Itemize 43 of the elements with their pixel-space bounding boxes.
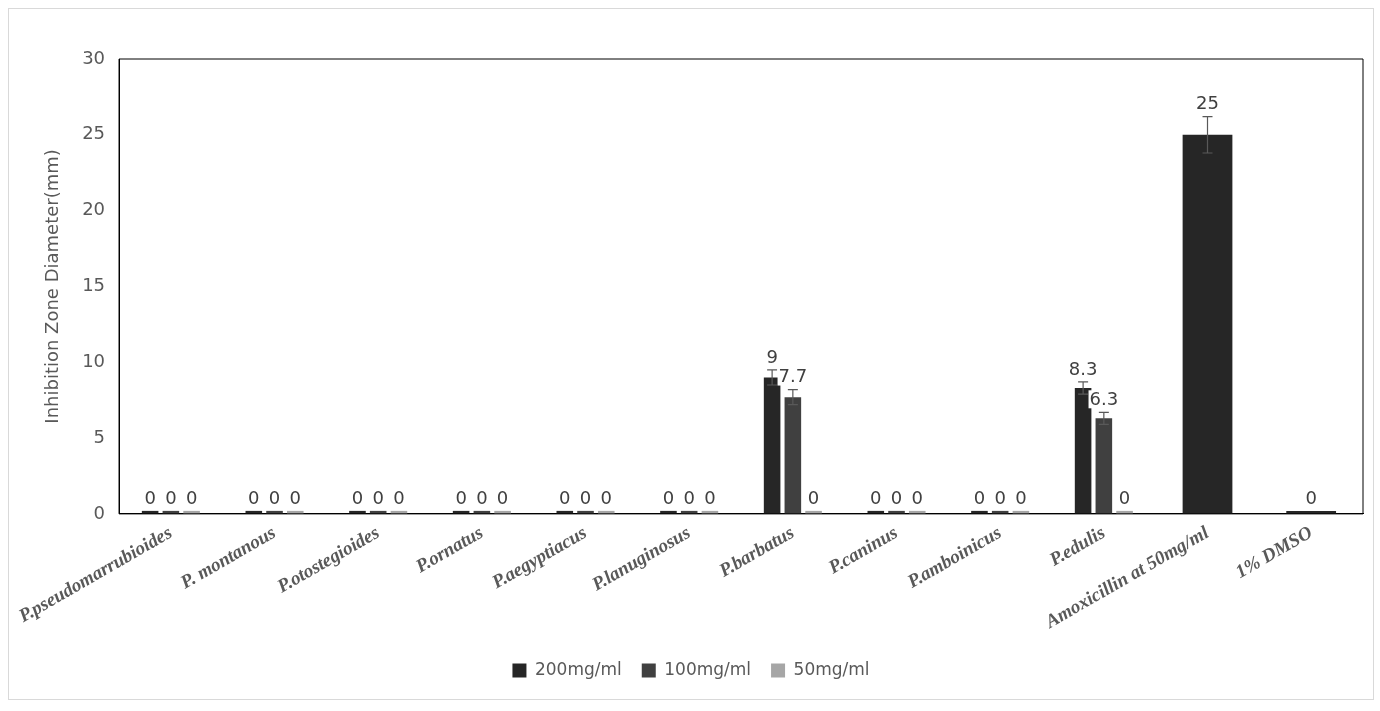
data-label: 0 [1305, 486, 1317, 508]
data-label: 0 [973, 486, 986, 508]
data-label: 0 [994, 486, 1006, 508]
data-label: 0 [1118, 486, 1131, 508]
data-label: 0 [496, 486, 509, 508]
data-label: 0 [455, 486, 467, 508]
y-tick-label: 25 [82, 122, 106, 144]
data-label: 0 [911, 486, 923, 508]
data-label: 0 [248, 486, 260, 508]
data-label: 9 [766, 345, 778, 367]
data-label: 8.3 [1068, 357, 1098, 379]
data-label: 0 [144, 486, 156, 508]
data-label: 0 [662, 486, 675, 508]
data-label: 0 [268, 486, 281, 508]
data-label: 0 [683, 486, 695, 508]
data-label: 0 [351, 486, 364, 508]
data-label: 0 [579, 486, 592, 508]
data-label: 0 [559, 486, 571, 508]
y-tick-label: 5 [93, 425, 106, 447]
y-tick-label: 0 [93, 501, 106, 523]
y-tick-label: 15 [82, 274, 106, 296]
y-tick-label: 30 [82, 46, 106, 68]
data-label: 0 [289, 486, 301, 508]
data-label: 6.3 [1089, 387, 1119, 409]
legend-label: 50mg/ml [793, 658, 870, 679]
data-label: 0 [870, 486, 882, 508]
data-label: 0 [185, 486, 198, 508]
legend-label: 200mg/ml [534, 658, 622, 679]
y-tick-label: 20 [82, 198, 106, 220]
data-label: 0 [165, 486, 177, 508]
y-tick-label: 10 [82, 349, 106, 371]
data-label: 0 [393, 486, 405, 508]
data-label: 25 [1196, 92, 1219, 114]
data-label: 7.7 [778, 365, 808, 387]
data-label: 0 [704, 486, 716, 508]
data-label: 0 [372, 486, 384, 508]
data-label: 0 [807, 486, 820, 508]
data-label: 0 [476, 486, 488, 508]
data-label: 0 [600, 486, 612, 508]
legend-label: 100mg/ml [664, 658, 752, 679]
data-label: 0 [1015, 486, 1027, 508]
data-label: 0 [890, 486, 903, 508]
y-axis-title: Inhibition Zone Diameter(mm) [41, 149, 63, 424]
